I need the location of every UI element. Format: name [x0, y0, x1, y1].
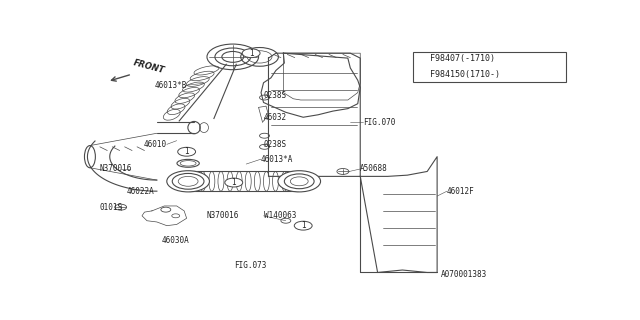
Text: 46030A: 46030A: [162, 236, 189, 245]
Text: W140063: W140063: [264, 211, 296, 220]
Text: FIG.073: FIG.073: [234, 260, 266, 269]
Circle shape: [294, 221, 312, 230]
Text: N370016: N370016: [207, 211, 239, 220]
Text: 1: 1: [301, 221, 305, 230]
Text: 46013*B: 46013*B: [154, 81, 187, 90]
Text: F98407(-1710): F98407(-1710): [429, 54, 495, 63]
Text: 46012F: 46012F: [447, 187, 475, 196]
Text: 0238S: 0238S: [264, 91, 287, 100]
Text: 1: 1: [232, 178, 236, 187]
Text: 46022A: 46022A: [127, 187, 155, 196]
Text: A50688: A50688: [360, 164, 388, 173]
Circle shape: [167, 171, 209, 192]
Text: 46013*A: 46013*A: [261, 155, 293, 164]
Text: 1: 1: [420, 56, 424, 62]
Text: 46010: 46010: [143, 140, 167, 149]
Text: 1: 1: [420, 71, 424, 77]
Text: FRONT: FRONT: [132, 58, 165, 75]
Text: FIG.070: FIG.070: [363, 118, 395, 127]
Circle shape: [225, 178, 243, 187]
Circle shape: [416, 71, 429, 77]
Circle shape: [242, 49, 260, 58]
Circle shape: [278, 171, 321, 192]
Text: F984150(1710-): F984150(1710-): [429, 70, 500, 79]
Text: N370016: N370016: [100, 164, 132, 173]
Text: A070001383: A070001383: [440, 270, 486, 279]
Circle shape: [178, 147, 196, 156]
Text: 46032: 46032: [264, 113, 287, 122]
Text: 1: 1: [184, 147, 189, 156]
Bar: [413, 52, 566, 82]
Text: 1: 1: [249, 49, 253, 58]
Text: 0238S: 0238S: [264, 140, 287, 149]
Circle shape: [416, 56, 429, 62]
Text: 0101S: 0101S: [100, 203, 123, 212]
